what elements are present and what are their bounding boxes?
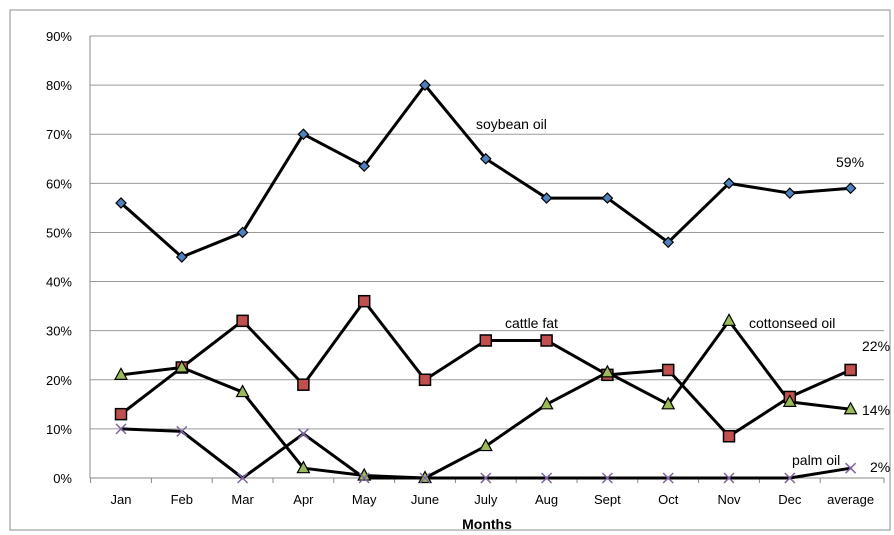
soybean-oil-point [479,152,492,165]
cattle-fat-point [418,373,432,387]
y-tick-label: 20% [46,373,72,388]
y-tick-label: 0% [53,471,72,486]
palm-oil-point [541,472,553,484]
y-tick-label: 10% [46,422,72,437]
x-tick-label: Dec [778,492,802,507]
soybean-oil-point [540,192,553,204]
palm-oil-label: palm oil [792,452,840,468]
soybean-oil-average-label: 59% [836,154,864,170]
x-tick-label: Sept [594,492,621,507]
cattle-fat-point [722,430,736,443]
cattle-fat-point [236,314,249,328]
soybean-oil-point [601,192,614,204]
chart-border [9,9,891,531]
palm-oil-point [358,472,370,484]
y-tick-label: 30% [46,324,72,339]
soybean-oil-point [175,251,188,263]
cattle-fat-point [357,294,371,308]
cottonseed-oil-point [721,313,737,326]
cottonseed-oil-point [478,438,493,452]
x-tick-label: Feb [171,492,193,507]
soybean-oil-point [358,160,371,172]
palm-oil-point [237,472,249,484]
x-tick-label: July [474,492,498,507]
soybean-oil-point [297,128,310,141]
x-tick-label: May [352,492,377,507]
cottonseed-oil-point [600,364,615,378]
cottonseed-oil-average-label: 14% [862,402,890,418]
cottonseed-oil-point [113,367,129,380]
soybean-oil-label: soybean oil [476,116,547,132]
cattle-fat-label: cattle fat [505,315,558,331]
x-tick-label: Oct [658,492,679,507]
y-tick-label: 80% [46,78,72,93]
palm-oil-point [601,472,613,484]
x-tick-label: average [827,492,874,507]
soybean-oil-point [115,197,127,209]
x-tick-label: Apr [293,492,314,507]
palm-oil-point [115,423,127,435]
palm-oil-point [419,472,431,484]
cattle-fat-point [540,334,553,347]
y-tick-label: 70% [46,127,72,142]
cottonseed-oil-point [539,396,554,410]
x-tick-label: June [411,492,439,507]
cattle-fat-average-label: 22% [862,338,890,354]
y-tick-label: 50% [46,225,72,240]
cottonseed-oil-point [843,401,858,415]
palm-oil-point [784,472,796,484]
soybean-oil-point [662,236,675,249]
x-tick-label: Jan [111,492,132,507]
cottonseed-oil-point [661,396,676,410]
soybean-oil-point [419,79,431,91]
y-tick-label: 90% [46,29,72,44]
cattle-fat-point [479,334,493,347]
x-tick-label: Mar [231,492,254,507]
palm-oil-point [176,425,188,437]
x-axis-title: Months [462,516,512,532]
cottonseed-oil-label: cottonseed oil [749,315,835,331]
cattle-fat-point [661,363,675,377]
palm-oil-point [480,472,492,484]
palm-oil-point [845,462,857,474]
cottonseed-oil-point [296,460,311,474]
soybean-oil-point [723,177,735,190]
palm-oil-point [723,472,735,484]
cottonseed-oil-point [782,394,797,407]
soybean-oil-point [783,187,796,200]
x-tick-label: Nov [717,492,741,507]
soybean-oil-point [844,182,857,195]
cattle-fat-point [844,363,857,377]
palm-oil-average-label: 2% [870,459,890,475]
y-tick-label: 40% [46,275,72,290]
y-tick-label: 60% [46,176,72,191]
soybean-oil-point [236,226,249,239]
cottonseed-oil-point [174,359,189,373]
palm-oil-point [297,428,309,440]
palm-oil-point [662,472,674,484]
x-tick-label: Aug [535,492,558,507]
cottonseed-oil-point [235,384,250,398]
cattle-fat-point [297,378,310,391]
cattle-fat-point [114,407,128,421]
